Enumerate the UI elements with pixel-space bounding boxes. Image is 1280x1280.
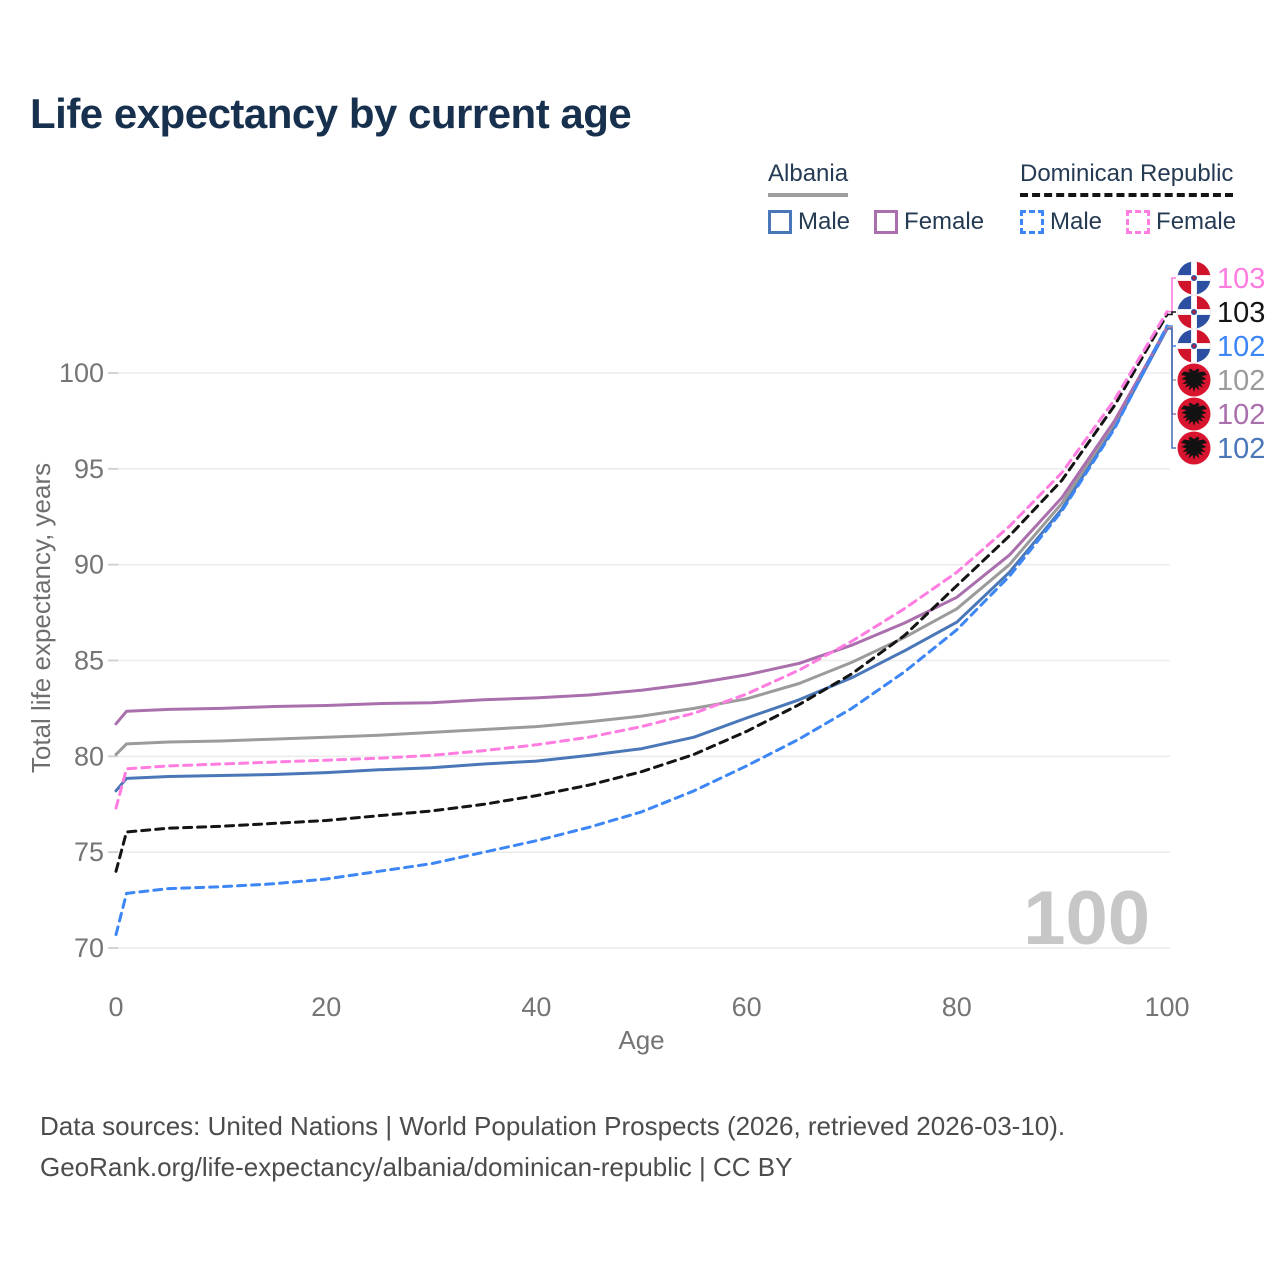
- legend-header-dominican-republic: Dominican Republic: [1020, 160, 1234, 197]
- x-tick-label: 60: [732, 992, 762, 1022]
- dominican-republic-flag-icon: [1177, 295, 1211, 329]
- legend-row-dominican-republic: Male Female: [1020, 208, 1236, 236]
- series-line-dr-total: [114, 313, 1169, 873]
- end-label-value: 102: [1217, 399, 1265, 431]
- legend-header-albania: Albania: [768, 160, 849, 197]
- y-tick-label: 75: [74, 837, 104, 867]
- series-lines: [114, 310, 1169, 937]
- end-label-value: 103: [1217, 297, 1265, 329]
- x-tick-label: 0: [108, 992, 123, 1022]
- y-tick-label: 85: [74, 646, 104, 676]
- legend-label: Male: [1050, 208, 1103, 235]
- end-label-value: 102: [1217, 433, 1265, 465]
- y-tick-label: 80: [74, 741, 104, 771]
- legend-item-dr-male: Male: [1020, 208, 1102, 236]
- series-line-al-total: [114, 325, 1169, 756]
- legend-row-albania: Male Female: [768, 208, 984, 236]
- age-watermark: 100: [1023, 876, 1150, 961]
- y-tick-label: 70: [74, 933, 104, 963]
- legend-item-albania-female: Female: [874, 208, 984, 236]
- series-line-dr-female: [114, 310, 1169, 810]
- legend-label: Male: [798, 208, 851, 235]
- legend-group-dominican-republic: Dominican Republic Male Female: [1020, 160, 1236, 236]
- end-label-value: 102: [1217, 365, 1265, 397]
- albania-flag-icon: [1177, 363, 1211, 397]
- end-label-leader: [1167, 328, 1176, 449]
- legend-label: Female: [1156, 208, 1237, 235]
- x-axis-title: Age: [618, 1025, 664, 1055]
- footer-sources-line: Data sources: United Nations | World Pop…: [40, 1111, 1066, 1141]
- albania-female-swatch-icon: [874, 210, 899, 234]
- y-tick-label: 95: [74, 454, 104, 484]
- legend-item-albania-male: Male: [768, 208, 850, 236]
- x-tick-label: 100: [1144, 992, 1189, 1022]
- series-line-dr-male: [114, 324, 1169, 937]
- legend-item-dr-female: Female: [1126, 208, 1236, 236]
- dominican-republic-flag-icon: [1177, 329, 1211, 363]
- x-axis: 0 20 40 60 80 100 Age: [108, 992, 1189, 1055]
- end-label-value: 103: [1217, 263, 1265, 295]
- series-line-al-female: [114, 326, 1169, 726]
- footer-attribution-line: GeoRank.org/life-expectancy/albania/domi…: [40, 1152, 793, 1182]
- dominican-republic-flag-icon: [1177, 261, 1211, 295]
- legend-group-albania: Albania Male Female: [768, 160, 984, 236]
- end-label-value: 102: [1217, 331, 1265, 363]
- x-tick-label: 40: [521, 992, 551, 1022]
- albania-male-swatch-icon: [768, 210, 792, 234]
- x-tick-label: 80: [942, 992, 972, 1022]
- x-tick-label: 20: [311, 992, 341, 1022]
- albania-flag-icon: [1177, 397, 1211, 431]
- series-line-al-male: [114, 327, 1169, 793]
- y-tick-label: 100: [59, 358, 104, 388]
- y-tick-label: 90: [74, 550, 104, 580]
- y-axis-title: Total life expectancy, years: [26, 463, 56, 773]
- dr-male-swatch-icon: [1020, 210, 1044, 234]
- legend-label: Female: [904, 208, 985, 235]
- albania-flag-icon: [1177, 431, 1211, 465]
- footer: Data sources: United Nations | World Pop…: [40, 1106, 1065, 1188]
- page-title: Life expectancy by current age: [30, 90, 632, 137]
- end-label-leader: [1167, 277, 1176, 313]
- end-label-leader: [1167, 311, 1176, 316]
- y-gridlines: 70 75 80 85 90 95 100: [59, 358, 1170, 963]
- dr-female-swatch-icon: [1126, 210, 1151, 234]
